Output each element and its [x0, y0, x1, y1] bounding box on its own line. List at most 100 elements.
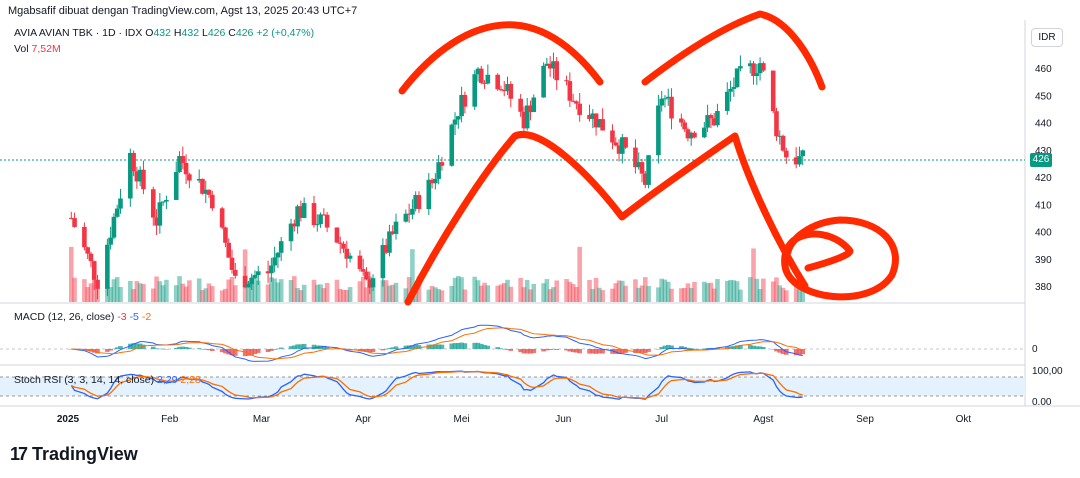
macd-histogram-bar [95, 349, 100, 354]
volume-bar [600, 290, 605, 302]
candle-body [682, 122, 687, 130]
candle-body [410, 208, 415, 215]
volume-bar [364, 287, 369, 302]
macd-histogram-bar [111, 348, 117, 350]
macd-histogram-bar [324, 346, 330, 349]
volume-bar [715, 279, 720, 302]
attribution-line: Mgabsafif dibuat dengan TradingView.com,… [8, 5, 358, 17]
candle-body [164, 199, 169, 202]
volume-bar [360, 276, 366, 302]
macd-histogram-bar [118, 346, 123, 349]
candle-body [524, 105, 530, 129]
volume-bar [702, 281, 707, 302]
volume-bar [206, 283, 212, 302]
time-tick: 2025 [57, 414, 80, 425]
candle-body [498, 89, 504, 91]
volume-bar [567, 281, 573, 302]
volume-bar [797, 288, 802, 302]
macd-histogram-bar [387, 348, 392, 349]
macd-histogram-bar [108, 349, 113, 351]
macd-histogram-bar [364, 349, 369, 352]
macd-histogram-bar [242, 349, 248, 357]
volume-bar [620, 280, 625, 302]
tradingview-logo-icon: 17 [10, 444, 28, 464]
volume-bar [642, 277, 648, 302]
close-label: C [228, 27, 236, 39]
candle-body [288, 223, 294, 242]
last-price-tag: 426 [1030, 153, 1052, 167]
candle-body [501, 90, 507, 92]
candle-body [105, 244, 110, 289]
volume-bar [734, 281, 740, 302]
candle-body [219, 208, 225, 228]
volume-bar [531, 283, 537, 302]
candle-body [774, 111, 779, 137]
candle-body [223, 227, 228, 243]
volume-bar [659, 278, 664, 302]
candle-body [88, 253, 94, 262]
volume-bar [180, 283, 186, 302]
high-value: 432 [181, 27, 200, 39]
candle-body [433, 178, 438, 184]
volume-bar [688, 287, 694, 302]
currency-button[interactable]: IDR [1031, 28, 1063, 47]
candle-body [784, 150, 789, 158]
macd-histogram-bar [360, 349, 366, 352]
candle-body [567, 81, 573, 101]
macd-histogram-bar [272, 349, 277, 350]
candle-body [518, 98, 523, 112]
macd-histogram-bar [616, 349, 622, 354]
volume-bar [551, 287, 556, 302]
volume-bar [547, 289, 553, 302]
candle-body [72, 218, 77, 227]
candle-body [715, 110, 720, 126]
candle-body [547, 63, 553, 69]
candle-body [456, 116, 461, 120]
candle-body [180, 156, 186, 163]
macd-histogram-bar [665, 344, 671, 349]
macd-histogram-bar [232, 349, 238, 356]
candle-body [459, 94, 464, 117]
macd-histogram-bar [367, 349, 373, 353]
candle-body [436, 162, 441, 179]
volume-bar [173, 285, 179, 302]
volume-bar [108, 287, 113, 302]
volume-label: Vol [14, 43, 29, 55]
candle-body [341, 243, 346, 249]
volume-bar [639, 285, 645, 302]
candle-body [521, 111, 527, 129]
volume-bar [616, 280, 622, 302]
candle-body [429, 179, 435, 184]
macd-histogram-bar [137, 343, 143, 349]
candle-body [777, 135, 783, 137]
volume-bar [593, 277, 599, 302]
candle-body [482, 82, 487, 84]
candle-body [134, 171, 140, 182]
macd-histogram-bar [298, 344, 304, 349]
volume-bar [439, 290, 445, 302]
candle-body [636, 162, 642, 168]
macd-histogram-bar [180, 346, 186, 349]
candle-body [200, 178, 205, 194]
candle-body [462, 94, 468, 107]
volume-bar [278, 279, 284, 302]
volume-bar [633, 279, 638, 302]
macd-histogram-bar [521, 349, 527, 354]
candle-body [734, 68, 740, 87]
volume-bar [462, 289, 468, 302]
candle-body [111, 216, 117, 238]
volume-bar [337, 288, 343, 302]
price-tick: 440 [1035, 119, 1052, 130]
volume-bar [475, 280, 481, 302]
volume-bar [570, 283, 576, 302]
candle-body [610, 130, 615, 143]
macd-value-1: -3 [117, 311, 127, 323]
volume-bar [255, 280, 261, 302]
volume-bar [252, 277, 258, 302]
volume-bar [288, 280, 294, 302]
macd-histogram-bar [295, 344, 300, 349]
macd-histogram-bar [160, 348, 166, 350]
macd-histogram-bar [206, 349, 212, 351]
macd-histogram-bar [688, 348, 694, 349]
